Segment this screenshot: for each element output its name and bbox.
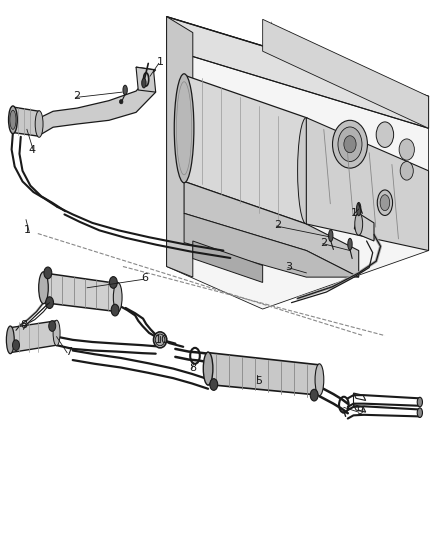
Ellipse shape	[357, 203, 361, 216]
Ellipse shape	[120, 100, 123, 104]
Ellipse shape	[203, 352, 213, 385]
Ellipse shape	[297, 118, 315, 224]
Ellipse shape	[417, 397, 423, 407]
Ellipse shape	[348, 238, 352, 250]
Text: 6: 6	[141, 273, 148, 283]
Ellipse shape	[332, 120, 367, 168]
Text: 5: 5	[255, 376, 262, 386]
Ellipse shape	[400, 161, 413, 180]
Ellipse shape	[399, 139, 414, 160]
Polygon shape	[184, 181, 359, 277]
Ellipse shape	[142, 78, 146, 88]
Ellipse shape	[10, 110, 16, 130]
Ellipse shape	[344, 136, 356, 153]
Text: 9: 9	[356, 406, 363, 416]
Ellipse shape	[310, 389, 318, 401]
Ellipse shape	[355, 213, 363, 235]
Polygon shape	[13, 107, 39, 136]
Polygon shape	[166, 17, 428, 309]
Text: 8: 8	[189, 362, 196, 373]
Polygon shape	[166, 17, 428, 128]
Text: 2: 2	[274, 220, 282, 230]
Ellipse shape	[153, 332, 166, 348]
Ellipse shape	[110, 277, 117, 288]
Text: 8: 8	[20, 320, 28, 330]
Polygon shape	[263, 19, 428, 128]
Polygon shape	[43, 273, 118, 312]
Polygon shape	[38, 67, 155, 136]
Text: 3: 3	[286, 262, 292, 271]
Ellipse shape	[113, 282, 122, 312]
Polygon shape	[11, 321, 57, 353]
Polygon shape	[166, 17, 193, 277]
Ellipse shape	[44, 267, 52, 279]
Ellipse shape	[9, 106, 17, 134]
Ellipse shape	[111, 304, 119, 316]
Ellipse shape	[49, 321, 56, 332]
Ellipse shape	[210, 378, 218, 390]
Ellipse shape	[46, 297, 53, 309]
Polygon shape	[136, 67, 155, 92]
Ellipse shape	[155, 334, 165, 346]
Ellipse shape	[174, 74, 194, 183]
Text: 10: 10	[154, 335, 168, 345]
Text: 4: 4	[28, 144, 35, 155]
Ellipse shape	[53, 320, 60, 346]
Ellipse shape	[315, 364, 324, 395]
Polygon shape	[184, 213, 359, 277]
Polygon shape	[184, 75, 306, 224]
Text: 2: 2	[74, 91, 81, 101]
Ellipse shape	[35, 111, 43, 138]
Polygon shape	[354, 213, 374, 241]
Ellipse shape	[12, 340, 19, 351]
Ellipse shape	[380, 195, 390, 211]
Ellipse shape	[338, 127, 362, 161]
Ellipse shape	[376, 122, 394, 148]
Polygon shape	[193, 241, 263, 282]
Ellipse shape	[123, 85, 127, 95]
Text: 1: 1	[156, 57, 163, 67]
Text: 2: 2	[320, 238, 327, 247]
Polygon shape	[208, 353, 319, 395]
Ellipse shape	[39, 272, 48, 304]
Text: 7: 7	[65, 346, 72, 357]
Ellipse shape	[7, 326, 14, 354]
Ellipse shape	[417, 408, 423, 417]
Ellipse shape	[328, 230, 333, 241]
Text: 1: 1	[24, 225, 31, 236]
Ellipse shape	[377, 190, 392, 215]
Polygon shape	[306, 118, 428, 251]
Text: 1: 1	[351, 208, 358, 219]
